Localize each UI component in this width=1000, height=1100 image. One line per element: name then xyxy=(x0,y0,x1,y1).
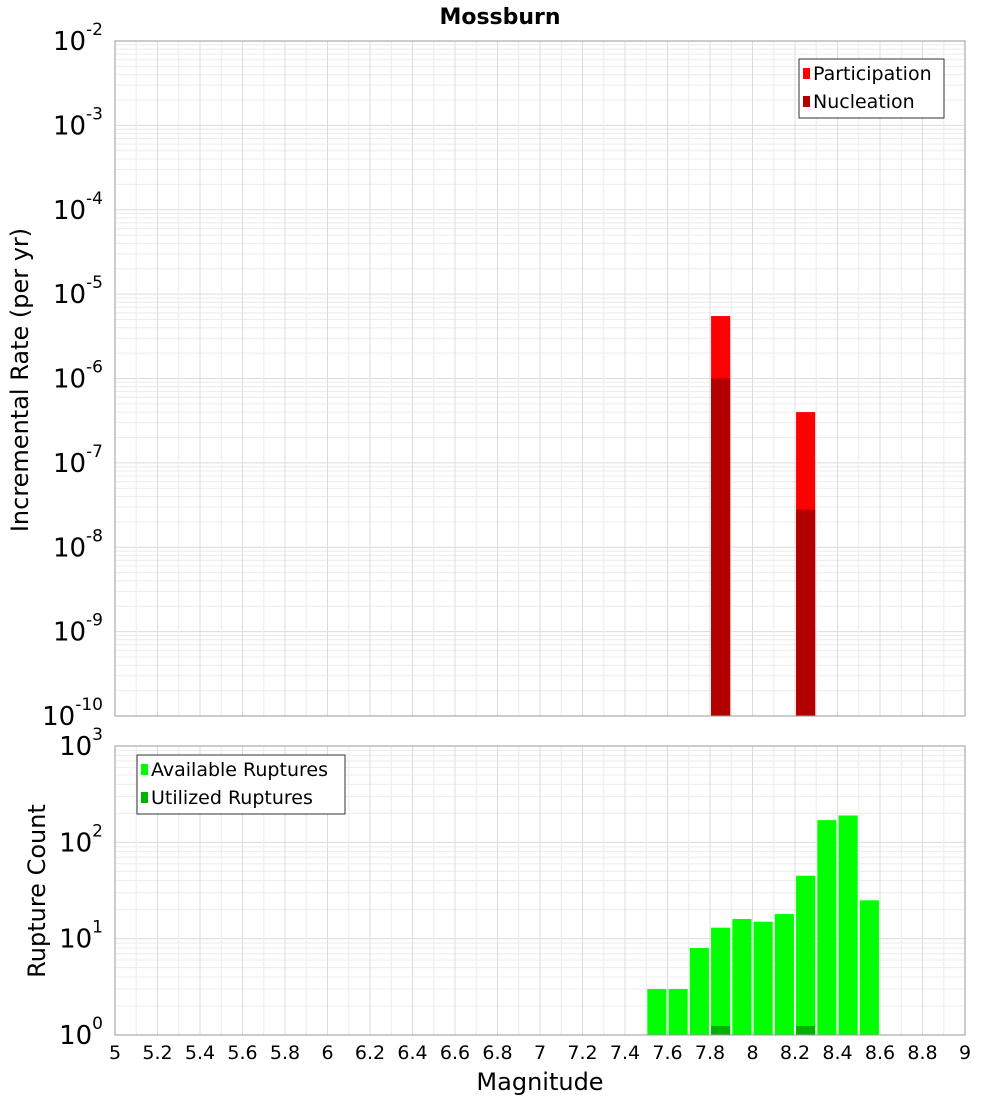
top-y-axis-label: Incremental Rate (per yr) xyxy=(6,228,34,532)
y-tick-label: 10-7 xyxy=(53,442,103,479)
bar xyxy=(796,1026,816,1035)
x-tick-label: 7.8 xyxy=(695,1042,725,1064)
legend-label: Available Ruptures xyxy=(151,759,328,781)
bar xyxy=(753,921,773,1035)
rate-plot-frame xyxy=(114,40,966,717)
x-tick-label: 7.2 xyxy=(567,1042,597,1064)
series-utilized-ruptures xyxy=(711,1026,816,1035)
bar xyxy=(732,919,752,1035)
x-axis-label: Magnitude xyxy=(476,1068,603,1096)
x-tick-label: 7.6 xyxy=(652,1042,682,1064)
x-tick-label: 6.8 xyxy=(482,1042,512,1064)
legend-swatch xyxy=(803,68,810,79)
y-tick-label: 100 xyxy=(59,1014,103,1051)
x-tick-label: 7 xyxy=(534,1042,546,1064)
bar xyxy=(711,1026,731,1035)
bar xyxy=(711,378,731,716)
legend-swatch xyxy=(141,792,148,803)
y-tick-label: 10-2 xyxy=(53,20,103,57)
x-tick-label: 5.8 xyxy=(270,1042,300,1064)
bar xyxy=(711,927,731,1035)
bar xyxy=(817,820,837,1035)
series-available-ruptures xyxy=(647,815,879,1035)
y-tick-label: 10-5 xyxy=(53,273,103,310)
bar xyxy=(859,900,879,1035)
y-tick-label: 10-4 xyxy=(53,189,103,226)
bar xyxy=(796,509,816,716)
bar xyxy=(774,914,794,1035)
x-tick-label: 6.6 xyxy=(440,1042,470,1064)
x-tick-label: 6 xyxy=(321,1042,333,1064)
legend-label: Nucleation xyxy=(813,91,915,113)
x-tick-label: 5.6 xyxy=(227,1042,257,1064)
y-tick-label: 103 xyxy=(59,725,103,762)
count-panel: 100 101 102 103 Available Ruptures Utilized R… xyxy=(59,725,971,1064)
y-tick-label: 102 xyxy=(59,821,103,858)
x-tick-label: 7.4 xyxy=(610,1042,640,1064)
bar xyxy=(689,948,709,1035)
legend-box xyxy=(136,754,346,815)
legend-swatch xyxy=(141,764,148,775)
x-tick-label: 8.8 xyxy=(907,1042,937,1064)
rate-grid xyxy=(114,41,966,717)
bottom-y-axis-label: Rupture Count xyxy=(23,804,51,978)
series-nucleation xyxy=(711,378,816,716)
chart-title: Mossburn xyxy=(439,5,560,30)
x-tick-labels: 5 5.2 5.4 5.6 5.8 6 6.2 6.4 6.6 6.8 7 7.2 7.4 7.6 7.8 8… xyxy=(109,1042,971,1064)
y-tick-label: 10-6 xyxy=(53,358,103,395)
x-tick-label: 8.2 xyxy=(780,1042,810,1064)
x-tick-label: 6.4 xyxy=(397,1042,427,1064)
x-tick-label: 5.4 xyxy=(185,1042,215,1064)
x-tick-label: 8 xyxy=(746,1042,758,1064)
x-tick-label: 8.4 xyxy=(822,1042,852,1064)
bar xyxy=(668,989,688,1035)
rate-legend: Participation Nucleation xyxy=(798,58,945,119)
legend-label: Participation xyxy=(813,63,932,85)
bar xyxy=(838,815,858,1035)
x-tick-label: 5.2 xyxy=(142,1042,172,1064)
rate-panel: 10-1010-910-810-710-610-510-410-310-2Par… xyxy=(42,20,966,732)
x-tick-label: 9 xyxy=(959,1042,971,1064)
count-legend: Available Ruptures Utilized Ruptures xyxy=(136,754,346,815)
legend-label: Utilized Ruptures xyxy=(151,787,313,809)
x-tick-label: 8.6 xyxy=(865,1042,895,1064)
legend-swatch xyxy=(803,96,810,107)
x-tick-label: 6.2 xyxy=(355,1042,385,1064)
y-tick-label: 10-8 xyxy=(53,526,103,563)
y-tick-label: 10-3 xyxy=(53,104,103,141)
legend-box xyxy=(798,58,945,119)
count-plot-frame xyxy=(114,745,966,1036)
bar xyxy=(796,875,816,1035)
x-tick-label: 5 xyxy=(109,1042,121,1064)
y-tick-label: 101 xyxy=(59,918,103,955)
y-tick-label: 10-9 xyxy=(53,611,103,648)
bar xyxy=(647,989,667,1035)
